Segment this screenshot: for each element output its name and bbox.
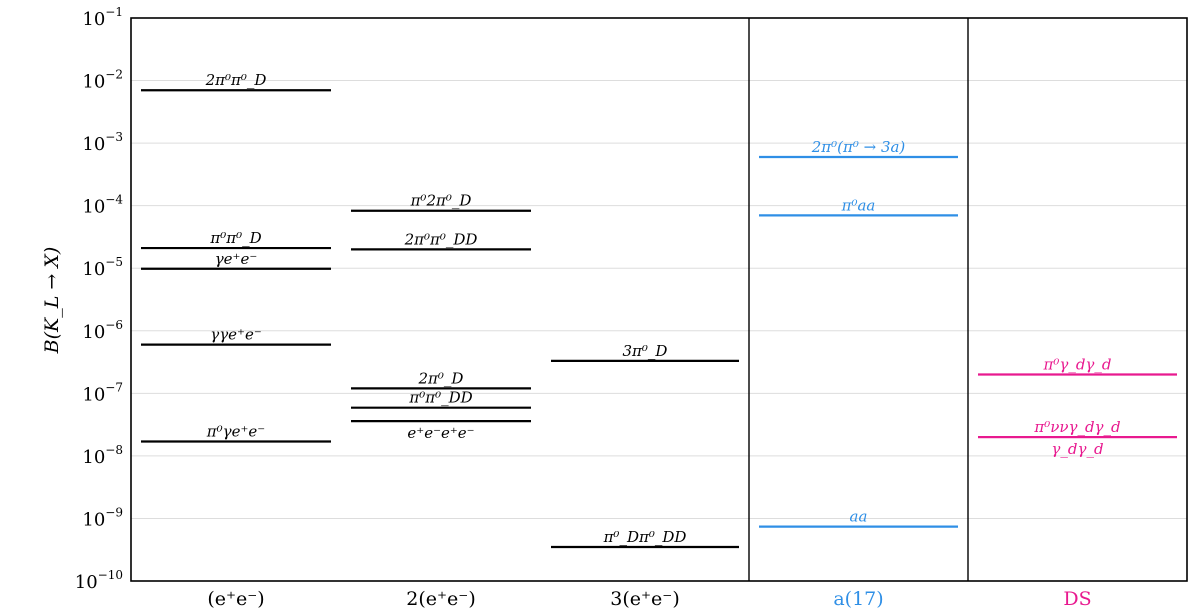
- y-tick-label: 10−9: [82, 505, 123, 530]
- y-tick-label: 10−5: [82, 255, 123, 280]
- y-tick-label: 10−4: [82, 193, 123, 218]
- y-tick-label: 10−2: [82, 68, 123, 93]
- y-tick-label: 10−1: [82, 5, 123, 30]
- y-axis-ticks: 10−1 10−2 10−3 10−4 10−5 10−6 10−7 10−8 10−9 10−1…: [75, 5, 124, 593]
- level-label: 2π⁰π⁰_DD: [404, 230, 478, 248]
- y-tick-label: 10−6: [82, 318, 123, 343]
- level-label: π⁰π⁰_DD: [408, 389, 472, 407]
- level-label: e⁺e⁻e⁺e⁻: [407, 424, 474, 442]
- plot-frame: [130, 17, 1188, 582]
- level-label: π⁰γe⁺e⁻: [206, 422, 265, 440]
- level-label: 2π⁰π⁰_D: [205, 71, 267, 89]
- level-label: γ_dγ_d: [1051, 440, 1103, 458]
- level-label: aa: [850, 508, 868, 526]
- x-category-label: DS: [1063, 588, 1091, 610]
- x-axis-categories: (e⁺e⁻) 2(e⁺e⁻) 3(e⁺e⁻) a(17) DS: [207, 588, 1091, 610]
- level-label: γe⁺e⁻: [215, 250, 258, 268]
- level-label: π⁰ννγ_dγ_d: [1033, 418, 1120, 436]
- x-category-label: (e⁺e⁻): [207, 588, 264, 610]
- x-category-label: 3(e⁺e⁻): [610, 588, 679, 610]
- svg-text:B(K_L → X): B(K_L → X): [41, 247, 63, 355]
- y-tick-label: 10−10: [75, 568, 123, 593]
- y-axis-label: B(K_L → X): [41, 247, 63, 355]
- level-label: π⁰2π⁰_D: [410, 192, 472, 210]
- level-label: 2π⁰_D: [418, 369, 464, 387]
- y-tick-label: 10−7: [82, 380, 123, 405]
- level-label: π⁰γ_dγ_d: [1042, 356, 1111, 374]
- x-category-label: a(17): [833, 588, 883, 610]
- level-label: γγe⁺e⁻: [210, 326, 262, 344]
- level-label: π⁰_Dπ⁰_DD: [603, 528, 687, 546]
- gridlines: [131, 80, 1187, 519]
- x-category-label: 2(e⁺e⁻): [406, 588, 475, 610]
- level-label: 3π⁰_D: [623, 342, 668, 360]
- branching-levels: 2π⁰π⁰_D π⁰π⁰_D γe⁺e⁻ γγe⁺e⁻ π⁰γe⁺e⁻ π⁰2π⁰_D 2π…: [141, 71, 1177, 549]
- y-tick-label: 10−8: [82, 443, 123, 468]
- y-tick-label: 10−3: [82, 130, 123, 155]
- level-label: π⁰aa: [841, 196, 876, 214]
- level-label: π⁰π⁰_D: [209, 229, 261, 247]
- level-label: 2π⁰(π⁰ → 3a): [811, 138, 906, 156]
